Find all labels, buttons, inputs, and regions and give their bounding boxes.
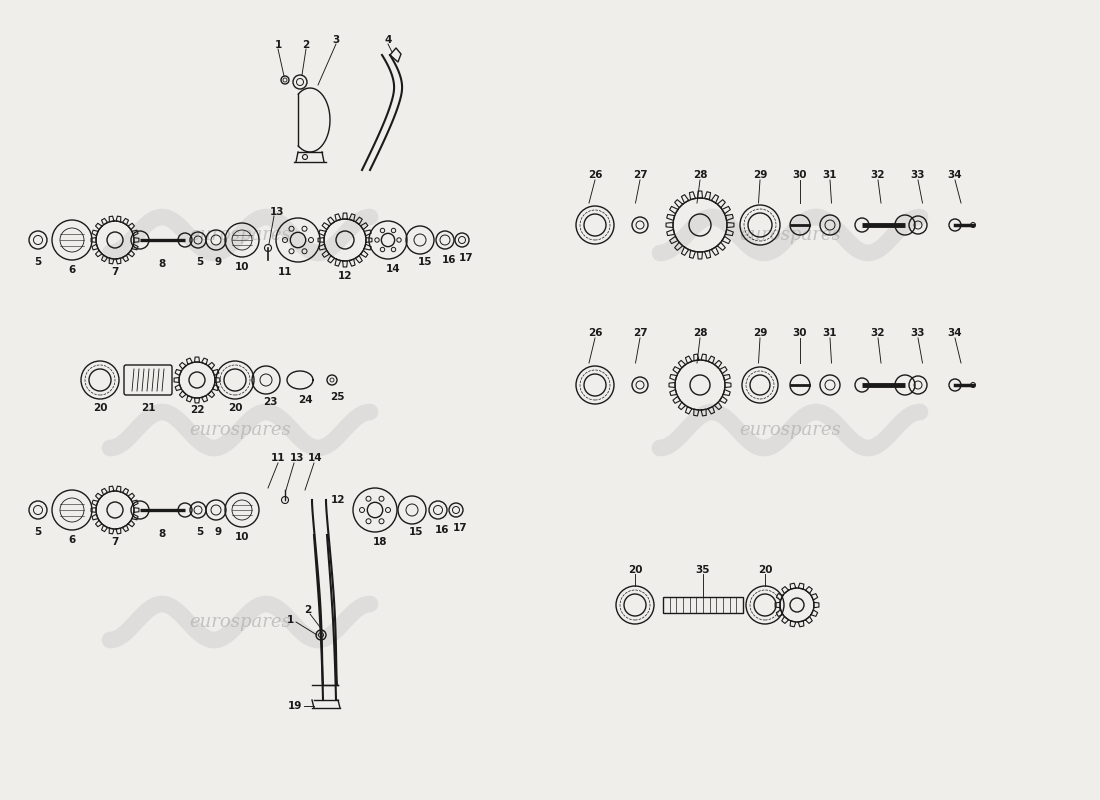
Text: 1: 1 [286, 615, 294, 625]
Text: 31: 31 [823, 328, 837, 338]
Text: 11: 11 [271, 453, 285, 463]
Text: 24: 24 [298, 395, 312, 405]
Text: 4: 4 [384, 35, 392, 45]
Text: 28: 28 [693, 328, 707, 338]
Text: 10: 10 [234, 262, 250, 272]
Text: 35: 35 [695, 565, 711, 575]
Text: 13: 13 [270, 207, 284, 217]
Text: 25: 25 [330, 392, 344, 402]
Text: 20: 20 [92, 403, 108, 413]
Text: 2: 2 [302, 40, 309, 50]
Text: 30: 30 [793, 170, 807, 180]
Text: 20: 20 [758, 565, 772, 575]
Text: 7: 7 [111, 537, 119, 547]
Text: 26: 26 [587, 170, 603, 180]
Text: 14: 14 [386, 264, 400, 274]
Text: 12: 12 [338, 271, 352, 281]
Text: 17: 17 [459, 253, 473, 263]
Text: 2: 2 [305, 605, 311, 615]
Text: 32: 32 [871, 328, 886, 338]
Text: eurospares: eurospares [189, 421, 290, 439]
Text: 19: 19 [288, 701, 302, 711]
Text: eurospares: eurospares [739, 421, 840, 439]
Text: eurospares: eurospares [189, 613, 290, 631]
Text: 18: 18 [373, 537, 387, 547]
Text: 15: 15 [409, 527, 424, 537]
Text: 13: 13 [289, 453, 305, 463]
Text: 5: 5 [34, 527, 42, 537]
Text: 5: 5 [34, 257, 42, 267]
Text: 14: 14 [308, 453, 322, 463]
Text: 8: 8 [158, 529, 166, 539]
Text: 22: 22 [189, 405, 205, 415]
Text: 1: 1 [274, 40, 282, 50]
Text: 5: 5 [197, 527, 204, 537]
Text: 16: 16 [442, 255, 456, 265]
Text: 8: 8 [158, 259, 166, 269]
Text: 27: 27 [632, 328, 647, 338]
Text: 7: 7 [111, 267, 119, 277]
Text: 32: 32 [871, 170, 886, 180]
Text: 29: 29 [752, 170, 767, 180]
Text: 28: 28 [693, 170, 707, 180]
Text: 9: 9 [214, 257, 221, 267]
Text: 21: 21 [141, 403, 155, 413]
Text: 20: 20 [228, 403, 242, 413]
Text: 31: 31 [823, 170, 837, 180]
Text: 16: 16 [434, 525, 449, 535]
Text: 3: 3 [332, 35, 340, 45]
Text: eurospares: eurospares [739, 226, 840, 244]
Text: 12: 12 [331, 495, 345, 505]
Text: 20: 20 [628, 565, 642, 575]
Text: 6: 6 [68, 535, 76, 545]
Text: 23: 23 [263, 397, 277, 407]
Text: 29: 29 [752, 328, 767, 338]
Text: 9: 9 [214, 527, 221, 537]
Text: 30: 30 [793, 328, 807, 338]
Text: 26: 26 [587, 328, 603, 338]
Text: 6: 6 [68, 265, 76, 275]
Text: 15: 15 [418, 257, 432, 267]
Text: 33: 33 [911, 170, 925, 180]
Text: 33: 33 [911, 328, 925, 338]
Text: 5: 5 [197, 257, 204, 267]
Text: 34: 34 [948, 170, 962, 180]
Text: 11: 11 [277, 267, 293, 277]
Text: 27: 27 [632, 170, 647, 180]
Text: 10: 10 [234, 532, 250, 542]
Text: eurospares: eurospares [189, 226, 290, 244]
Text: 17: 17 [453, 523, 468, 533]
Text: 34: 34 [948, 328, 962, 338]
